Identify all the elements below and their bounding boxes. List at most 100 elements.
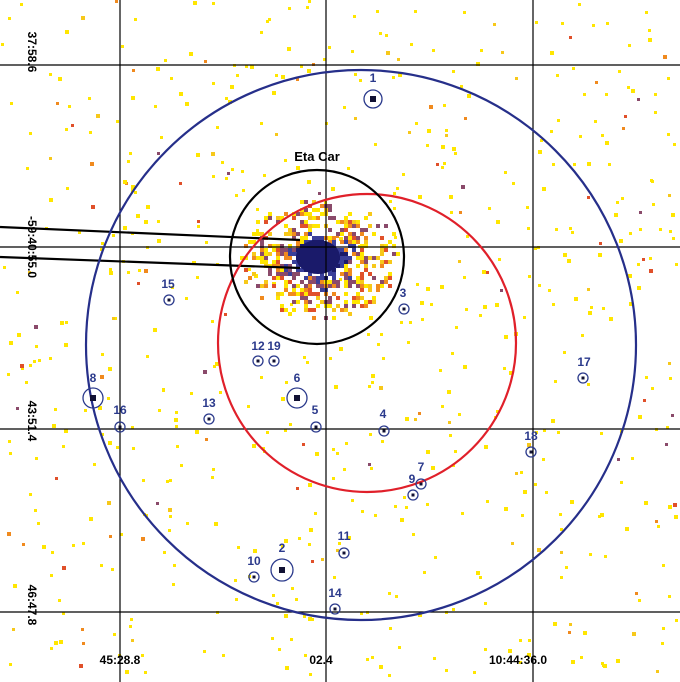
source-9: 9 xyxy=(407,472,419,501)
photon-pixel xyxy=(484,602,487,605)
core-pixel xyxy=(312,308,316,312)
core-pixel xyxy=(348,256,352,260)
photon-pixel xyxy=(667,133,670,136)
photon-pixel xyxy=(627,86,630,89)
photon-pixel xyxy=(581,334,584,337)
core-pixel xyxy=(312,316,316,320)
photon-pixel xyxy=(303,356,306,359)
core-pixel xyxy=(264,220,268,224)
photon-pixel xyxy=(26,167,29,170)
core-pixel xyxy=(328,204,332,208)
photon-pixel xyxy=(266,20,269,23)
core-pixel xyxy=(288,292,292,296)
photon-pixel xyxy=(441,145,445,149)
photon-pixel xyxy=(385,34,388,37)
photon-pixel xyxy=(189,52,193,56)
source-label: 13 xyxy=(202,396,216,410)
core-pixel xyxy=(336,220,340,224)
core-pixel xyxy=(352,304,356,308)
photon-pixel xyxy=(480,49,483,52)
photon-pixel xyxy=(548,289,551,292)
photon-pixel xyxy=(675,619,678,622)
photon-pixel xyxy=(100,564,103,567)
photon-pixel xyxy=(9,341,13,345)
source-15: 15 xyxy=(161,277,175,306)
core-pixel xyxy=(364,260,368,264)
source-16: 16 xyxy=(113,403,127,433)
source-circle xyxy=(310,421,322,433)
photon-pixel xyxy=(50,647,53,650)
core-pixel xyxy=(272,284,276,288)
photon-pixel xyxy=(465,308,468,311)
photon-pixel xyxy=(256,229,259,232)
photon-pixel xyxy=(345,442,348,445)
photon-pixel xyxy=(336,235,339,238)
core-pixel xyxy=(340,220,344,224)
core-pixel xyxy=(288,272,292,276)
core-pixel xyxy=(308,224,312,228)
photon-pixel xyxy=(542,458,545,461)
photon-pixel xyxy=(308,483,312,487)
photon-pixel xyxy=(557,119,560,122)
core-pixel xyxy=(304,284,308,288)
core-pixel xyxy=(356,280,360,284)
source-label: 16 xyxy=(113,403,127,417)
core-pixel xyxy=(264,260,268,264)
photon-pixel xyxy=(639,211,642,214)
photon-pixel xyxy=(107,501,111,505)
photon-pixel xyxy=(82,642,85,645)
photon-pixel xyxy=(675,263,678,266)
photon-pixel xyxy=(108,441,112,445)
photon-pixel xyxy=(579,135,582,138)
core-pixel xyxy=(300,240,304,244)
photon-pixel xyxy=(29,132,32,135)
dec-tick-labels: 37:58.6 -59:40:55.0 43:51.4 46:47.8 xyxy=(25,32,39,626)
core-pixel xyxy=(352,280,356,284)
core-pixel xyxy=(316,296,320,300)
photon-pixel xyxy=(450,211,453,214)
photon-pixel xyxy=(515,472,518,475)
core-pixel xyxy=(268,232,272,236)
photon-pixel xyxy=(423,571,426,574)
photon-pixel xyxy=(125,670,129,674)
photon-pixel xyxy=(180,464,183,467)
core-pixel xyxy=(316,280,320,284)
source-circle xyxy=(378,425,390,437)
photon-pixel xyxy=(535,21,538,24)
photon-pixel xyxy=(248,268,251,271)
photon-pixel xyxy=(409,321,412,324)
photon-pixel xyxy=(600,432,603,435)
photon-pixel xyxy=(459,211,462,214)
core-pixel xyxy=(292,284,296,288)
source-pixel xyxy=(342,551,346,555)
core-pixel xyxy=(292,300,296,304)
core-pixel xyxy=(340,228,344,232)
photon-pixel xyxy=(463,276,466,279)
core-pixel xyxy=(292,260,296,264)
photon-pixel xyxy=(289,423,292,426)
core-pixel xyxy=(344,308,348,312)
core-pixel xyxy=(328,216,332,220)
core-pixel xyxy=(308,308,312,312)
photon-pixel xyxy=(463,11,466,14)
photon-pixel xyxy=(179,92,183,96)
photon-pixel xyxy=(278,648,281,651)
photon-pixel xyxy=(374,143,377,146)
photon-pixel xyxy=(396,187,399,190)
photon-pixel xyxy=(160,136,163,139)
photon-pixel xyxy=(185,297,188,300)
photon-pixel xyxy=(275,74,278,77)
photon-pixel xyxy=(196,276,199,279)
photon-pixel xyxy=(590,306,593,309)
core-pixel xyxy=(328,236,332,240)
photon-pixel xyxy=(307,180,311,184)
photon-pixel xyxy=(250,65,254,69)
photon-pixel xyxy=(461,512,464,515)
photon-pixel xyxy=(54,408,57,411)
photon-pixel xyxy=(625,527,629,531)
photon-pixel xyxy=(426,450,430,454)
photon-pixel xyxy=(617,458,620,461)
photon-pixel xyxy=(221,161,224,164)
photon-pixel xyxy=(49,198,53,202)
photon-pixel xyxy=(193,1,197,5)
